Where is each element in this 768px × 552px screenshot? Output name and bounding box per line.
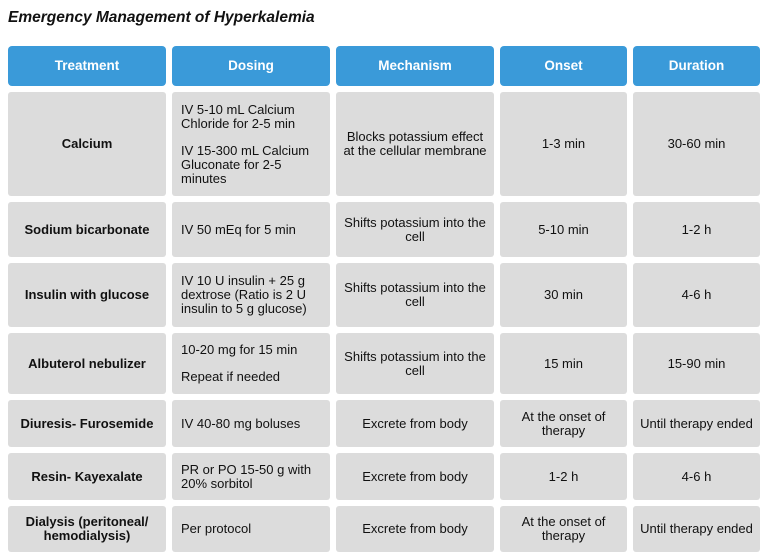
mechanism-cell: Excrete from body xyxy=(336,400,494,447)
onset-cell: At the onset of therapy xyxy=(500,506,627,552)
dosing-line: Repeat if needed xyxy=(181,369,281,384)
duration-cell: 1-2 h xyxy=(633,202,760,257)
dosing-cell: Per protocol xyxy=(172,506,330,552)
mechanism-cell: Excrete from body xyxy=(336,506,494,552)
treatment-cell: Resin- Kayexalate xyxy=(8,453,166,500)
dosing-cell: IV 10 U insulin + 25 g dextrose (Ratio i… xyxy=(172,263,330,327)
onset-cell: 5-10 min xyxy=(500,202,627,257)
onset-cell: 1-2 h xyxy=(500,453,627,500)
dosing-cell: PR or PO 15-50 g with 20% sorbitol xyxy=(172,453,330,500)
header-dosing: Dosing xyxy=(172,46,330,86)
duration-cell: Until therapy ended xyxy=(633,506,760,552)
dosing-line: IV 15-300 mL Calcium Gluconate for 2-5 m… xyxy=(181,142,310,186)
treatment-cell: Calcium xyxy=(8,92,166,196)
treatment-cell: Dialysis (peritoneal/ hemodialysis) xyxy=(8,506,166,552)
header-mechanism: Mechanism xyxy=(336,46,494,86)
treatment-cell: Diuresis- Furosemide xyxy=(8,400,166,447)
dosing-cell: IV 40-80 mg boluses xyxy=(172,400,330,447)
dosing-line: IV 10 U insulin + 25 g dextrose (Ratio i… xyxy=(181,273,307,316)
onset-cell: 30 min xyxy=(500,263,627,327)
dosing-cell: IV 5-10 mL Calcium Chloride for 2-5 min … xyxy=(172,92,330,196)
treatment-cell: Albuterol nebulizer xyxy=(8,333,166,394)
onset-cell: 15 min xyxy=(500,333,627,394)
header-duration: Duration xyxy=(633,46,760,86)
treatment-cell: Insulin with glucose xyxy=(8,263,166,327)
mechanism-cell: Shifts potassium into the cell xyxy=(336,333,494,394)
dosing-line: IV 5-10 mL Calcium Chloride for 2-5 min xyxy=(181,101,296,131)
duration-cell: Until therapy ended xyxy=(633,400,760,447)
treatment-cell: Sodium bicarbonate xyxy=(8,202,166,257)
dosing-line: 10-20 mg for 15 min xyxy=(181,342,298,357)
page-title: Emergency Management of Hyperkalemia xyxy=(8,9,315,26)
duration-cell: 4-6 h xyxy=(633,453,760,500)
onset-cell: 1-3 min xyxy=(500,92,627,196)
duration-cell: 15-90 min xyxy=(633,333,760,394)
duration-cell: 30-60 min xyxy=(633,92,760,196)
header-treatment: Treatment xyxy=(8,46,166,86)
hyperkalemia-table: Treatment Dosing Mechanism Onset Duratio… xyxy=(8,46,760,552)
dosing-cell: 10-20 mg for 15 min Repeat if needed xyxy=(172,333,330,394)
mechanism-cell: Shifts potassium into the cell xyxy=(336,263,494,327)
dosing-line: IV 40-80 mg boluses xyxy=(181,415,301,431)
dosing-line: PR or PO 15-50 g with 20% sorbitol xyxy=(181,461,312,491)
dosing-line: IV 50 mEq for 5 min xyxy=(181,221,296,237)
mechanism-cell: Excrete from body xyxy=(336,453,494,500)
dosing-cell: IV 50 mEq for 5 min xyxy=(172,202,330,257)
onset-cell: At the onset of therapy xyxy=(500,400,627,447)
dosing-line: Per protocol xyxy=(181,521,252,536)
mechanism-cell: Blocks potassium effect at the cellular … xyxy=(336,92,494,196)
mechanism-cell: Shifts potassium into the cell xyxy=(336,202,494,257)
duration-cell: 4-6 h xyxy=(633,263,760,327)
header-onset: Onset xyxy=(500,46,627,86)
